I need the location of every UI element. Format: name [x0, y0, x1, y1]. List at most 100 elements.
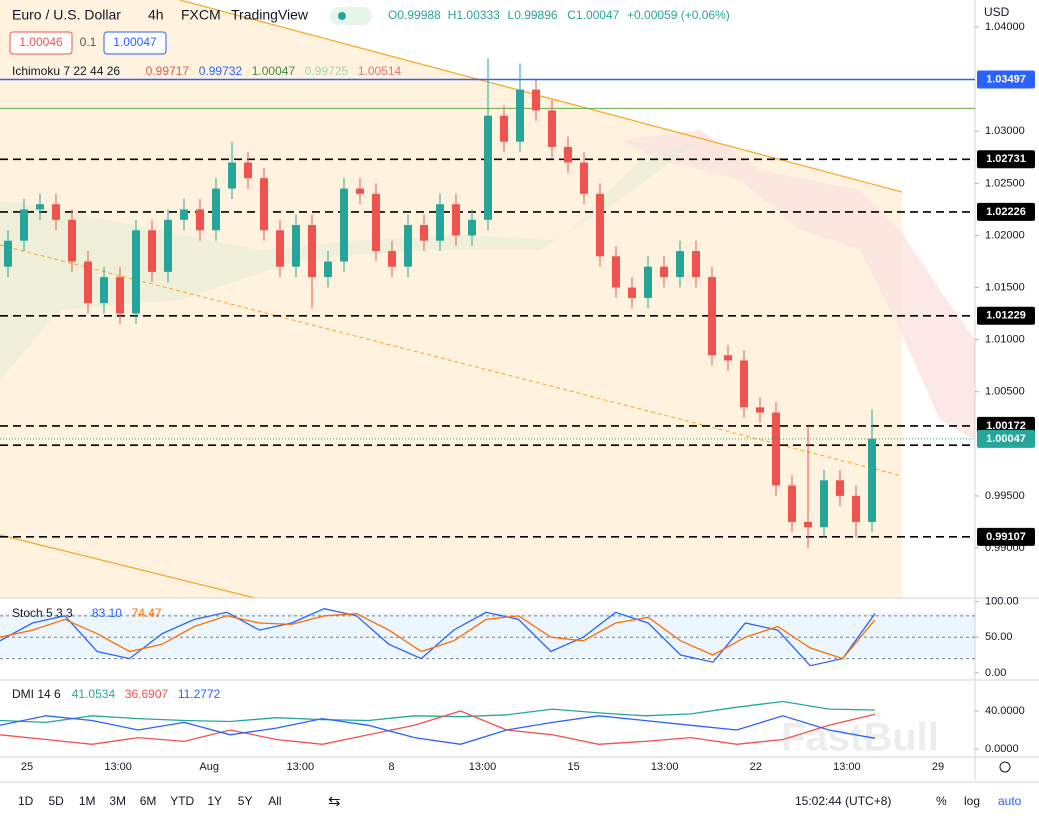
x-tick-label: 15 — [567, 761, 579, 773]
range-button[interactable]: 5Y — [238, 794, 253, 808]
ask: 1.00047 — [113, 35, 157, 49]
candle-body — [692, 251, 700, 278]
interval[interactable]: 4h — [148, 7, 164, 23]
ohlc-value: O0.99988 — [388, 8, 441, 22]
candle-body — [132, 230, 140, 314]
indicator-value: 1.00047 — [252, 64, 296, 78]
range-button[interactable]: YTD — [170, 794, 194, 808]
level-label: 1.00172 — [986, 420, 1026, 432]
last-price-label: 1.00047 — [986, 433, 1026, 445]
brand: TradingView — [231, 7, 309, 23]
indicator-value: 0.99717 — [146, 64, 190, 78]
indicator-value: 0.99732 — [199, 64, 243, 78]
candle-body — [100, 277, 108, 304]
candle-body — [260, 178, 268, 231]
x-tick-label: 22 — [750, 761, 762, 773]
y-tick-label: 0.99500 — [985, 490, 1025, 502]
log-toggle[interactable]: log — [964, 794, 980, 808]
last-price-box — [977, 429, 1035, 448]
y-tick-label: 0.00 — [985, 667, 1006, 679]
range-button[interactable]: 1M — [79, 794, 96, 808]
candle-body — [36, 204, 44, 210]
level-label-box — [977, 70, 1035, 89]
indicator-value: 41.0534 — [72, 687, 116, 701]
candle-body — [836, 480, 844, 496]
x-tick-label: 13:00 — [469, 761, 497, 773]
percent-toggle[interactable]: % — [936, 794, 947, 808]
currency[interactable]: USD — [984, 5, 1010, 19]
candle-body — [244, 162, 252, 179]
candle-body — [724, 355, 732, 361]
channel-bottom — [0, 534, 256, 599]
bid-box[interactable] — [9, 31, 73, 55]
y-tick-label: 40.0000 — [985, 705, 1025, 717]
candle-body — [740, 360, 748, 408]
candle-body — [452, 204, 460, 236]
ohlc-value: H1.00333 — [448, 8, 500, 22]
auto-toggle[interactable]: auto — [998, 794, 1022, 808]
candle-body — [356, 188, 364, 194]
range-button[interactable]: 1Y — [207, 794, 222, 808]
candle-body — [4, 240, 12, 267]
candle-body — [68, 219, 76, 262]
symbol[interactable]: Euro / U.S. Dollar — [12, 7, 121, 23]
indicator-title[interactable]: Ichimoku 7 22 44 26 — [12, 64, 120, 78]
candle-body — [164, 219, 172, 272]
settings-icon[interactable] — [999, 761, 1011, 773]
candle-body — [644, 266, 652, 298]
level-label: 0.99107 — [986, 531, 1026, 543]
x-tick-label: 13:00 — [833, 761, 861, 773]
candle-body — [292, 225, 300, 267]
y-tick-label: 1.02500 — [985, 177, 1025, 189]
candle-body — [820, 480, 828, 528]
level-label-box — [977, 150, 1035, 169]
candle-body — [612, 256, 620, 288]
cloud-fill — [620, 130, 975, 440]
candle-body — [388, 251, 396, 267]
indicator-line — [0, 700, 876, 724]
indicator-title[interactable]: DMI 14 6 — [12, 687, 61, 701]
range-button[interactable]: 5D — [48, 794, 64, 808]
level-label-box — [977, 306, 1035, 325]
range-button[interactable]: All — [268, 794, 281, 808]
candle-body — [180, 209, 188, 220]
candle-body — [804, 521, 812, 528]
candle-body — [708, 277, 716, 356]
y-tick-label: 1.02000 — [985, 229, 1025, 241]
channel-mid — [0, 244, 903, 477]
candle-body — [852, 495, 860, 522]
indicator-title[interactable]: Stoch 5 3 3 — [12, 606, 73, 620]
candle-body — [660, 266, 668, 278]
candle-body — [196, 209, 204, 231]
range-button[interactable]: 3M — [109, 794, 126, 808]
compare-icon[interactable]: ⇆ — [328, 793, 341, 810]
candle-body — [420, 225, 428, 241]
candle-body — [628, 287, 636, 298]
candle-body — [788, 485, 796, 522]
y-tick-label: 1.03000 — [985, 125, 1025, 137]
ohlc-value: +0.00059 (+0.06%) — [627, 8, 730, 22]
indicator-line — [0, 608, 876, 667]
range-button[interactable]: 1D — [18, 794, 34, 808]
ask-box[interactable] — [103, 31, 167, 55]
candle-body — [308, 225, 316, 278]
status-dot — [338, 12, 346, 20]
ohlc-value: C1.00047 — [567, 8, 619, 22]
ohlc-value: L0.99896 — [508, 8, 558, 22]
market-status[interactable] — [330, 7, 372, 25]
candle-body — [404, 225, 412, 267]
x-tick-label: 25 — [21, 761, 33, 773]
candle-body — [468, 219, 476, 236]
indicator-value: 83.10 — [92, 606, 122, 620]
indicator-value: 36.6907 — [125, 687, 169, 701]
indicator-value: 1.00514 — [358, 64, 402, 78]
range-button[interactable]: 6M — [140, 794, 157, 808]
candle-body — [148, 230, 156, 272]
y-tick-label: 100.00 — [985, 595, 1019, 607]
candle-body — [772, 412, 780, 486]
level-label: 1.03497 — [986, 73, 1026, 85]
level-label: 1.02731 — [986, 153, 1026, 165]
indicator-value: 0.99725 — [305, 64, 349, 78]
y-tick-label: 1.01500 — [985, 281, 1025, 293]
